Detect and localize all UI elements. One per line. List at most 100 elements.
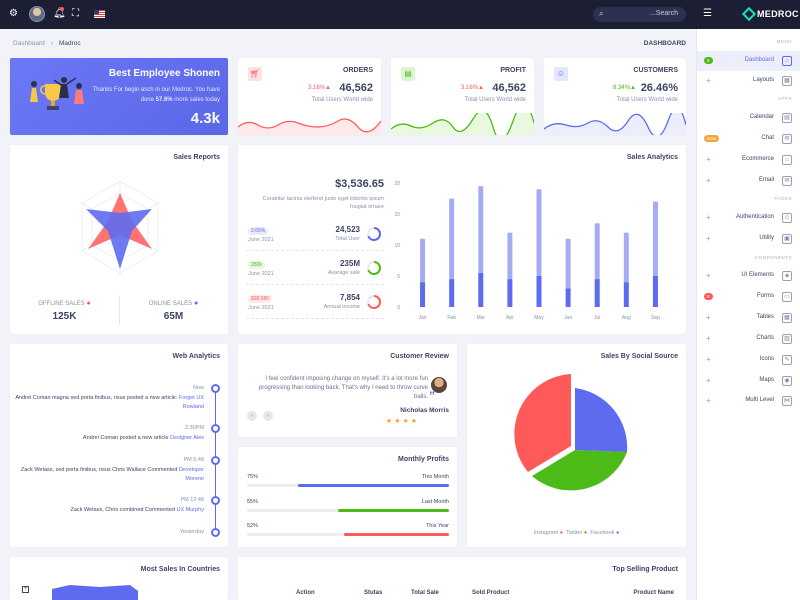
- bar-lower: [652, 276, 658, 307]
- sidebar-item-label: Tables: [756, 314, 774, 320]
- breadcrumb: Dashboard › Madroc: [13, 40, 81, 47]
- profit-percent: 75%: [247, 474, 259, 480]
- us-flag-icon[interactable]: [94, 10, 105, 18]
- sidebar-item-chat[interactable]: New Chat ✉: [697, 129, 800, 149]
- bar-lower: [565, 288, 571, 307]
- hero-description: Thanks For begin asch in our Medroc. You…: [90, 85, 220, 105]
- plus-icon: +: [706, 396, 711, 405]
- reviewer-avatar: [431, 377, 447, 393]
- sidebar-item-forms[interactable]: 6 Forms ▭: [697, 287, 800, 307]
- timeline-text: Zack Wetass, Chris combined Commented UX…: [14, 506, 204, 515]
- search-input[interactable]: ⌕ ...Search: [593, 7, 686, 22]
- sidebar-item-icons[interactable]: + Icons ✎: [697, 350, 800, 370]
- timeline-text: Andrei Coman magna sed porta finibus, ri…: [14, 394, 204, 412]
- sidebar-item-layouts[interactable]: + Layouts ▦: [697, 71, 800, 91]
- sidebar-item-email[interactable]: + Email ✉: [697, 171, 800, 191]
- x-tick-label: Aug: [622, 315, 631, 321]
- sidebar-item-label: Multi Level: [745, 397, 774, 403]
- timeline-item: PM 5:48 Zack Wetass, sed porta finibus, …: [18, 456, 220, 484]
- bell-icon[interactable]: 🔔︎: [53, 8, 66, 19]
- metric-value: 235M: [339, 259, 360, 268]
- sidebar-item-authentication[interactable]: + Authentication ☺: [697, 208, 800, 228]
- radar-chart: [81, 180, 159, 274]
- sidebar-item-label: Dashboard: [744, 57, 774, 63]
- col-status: Stutas: [364, 590, 383, 596]
- timeline-time: Now: [192, 385, 204, 391]
- menu-icon[interactable]: ☰: [703, 8, 712, 19]
- page-title: DASHBOARD: [643, 40, 686, 47]
- sidebar-item-tables[interactable]: + Tables ▦: [697, 308, 800, 328]
- home-icon: ⌂: [782, 56, 792, 66]
- timeline-link[interactable]: Designer Alex: [170, 435, 204, 441]
- col-product-name: Product Name: [633, 590, 674, 596]
- stat-percent: 8.34%▲: [613, 85, 636, 91]
- sidebar-item-dashboard[interactable]: 5 Dashboard ⌂: [697, 51, 800, 71]
- bar-lower: [449, 279, 455, 307]
- plus-icon: +: [706, 234, 711, 243]
- sidebar-item-label: Charts: [756, 335, 774, 341]
- sidebar-badge: 6: [704, 293, 713, 300]
- timeline-link[interactable]: Forget UX Rowland: [178, 395, 204, 410]
- timeline-link[interactable]: Developer Moreno: [178, 467, 204, 482]
- table-icon: ▦: [782, 313, 792, 323]
- bar-lower: [507, 279, 513, 307]
- card-title: CUSTOMERS: [633, 67, 678, 74]
- metric-label: Avarage sale: [327, 270, 360, 276]
- sidebar-item-charts[interactable]: + Charts ▥: [697, 329, 800, 349]
- profit-fill: [337, 509, 449, 512]
- sidebar-item-multi-level[interactable]: + Multi Level ⋈: [697, 391, 800, 411]
- sales-total: $3,536.65: [335, 178, 384, 190]
- customers-sparkline: [544, 113, 686, 135]
- x-tick-label: Jan: [419, 315, 427, 321]
- sidebar-item-maps[interactable]: + Maps ◉: [697, 371, 800, 391]
- gear-icon[interactable]: ⚙: [9, 8, 18, 19]
- prev-arrow-icon[interactable]: ‹: [247, 411, 257, 421]
- metric-badge: 2.65%: [248, 227, 269, 235]
- profit-row: 52% This Year: [247, 523, 449, 539]
- offline-sales-text: OFFLINE SALES: [38, 301, 85, 307]
- profit-sparkline: [391, 113, 534, 135]
- next-arrow-icon[interactable]: ›: [263, 411, 273, 421]
- hero-title: Best Employee Shonen: [108, 68, 220, 79]
- bar-lower: [623, 282, 629, 307]
- plus-icon: +: [706, 313, 711, 322]
- timeline-link[interactable]: UX Murphy: [176, 507, 204, 513]
- sidebar-item-ui-elements[interactable]: + UI Elements ◈: [697, 266, 800, 286]
- section-components: COMPONENTS: [754, 255, 792, 260]
- breadcrumb-root[interactable]: Dashboard: [13, 40, 45, 47]
- sales-metric-row: 2.65% June 2021 24,523 Total User: [246, 225, 384, 251]
- plus-icon: +: [706, 176, 711, 185]
- utility-icon: ▣: [782, 234, 792, 244]
- sidebar-item-utility[interactable]: + Utility ▣: [697, 229, 800, 249]
- metric-date: June 2021: [248, 271, 274, 277]
- profit-card: ▤ PROFIT 3.16%▲ 46,562 Total Users World…: [391, 58, 534, 135]
- profit-track: [247, 533, 449, 536]
- bar-lower: [478, 272, 484, 307]
- sidebar-item-label: Icons: [759, 356, 774, 362]
- metric-label: Total User: [335, 236, 360, 242]
- plus-icon: +: [706, 376, 711, 385]
- timeline-text-body: Andrei Coman magna sed porta finibus, ri…: [15, 395, 178, 401]
- customer-review-card: Customer Review I feel confident imposin…: [238, 344, 457, 437]
- layers-icon: ◈: [782, 271, 792, 281]
- card-title: Customer Review: [390, 353, 449, 360]
- bar-upper: [449, 198, 455, 280]
- plus-icon: +: [706, 334, 711, 343]
- y-tick-label: 10: [394, 243, 400, 249]
- feather-icon: ✎: [782, 355, 792, 365]
- fullscreen-icon[interactable]: ⛶: [72, 8, 79, 19]
- timeline-time: Yesterday: [179, 529, 204, 535]
- metric-progress-ring: [367, 227, 381, 241]
- legend-facebook: Facebook: [590, 530, 615, 536]
- hero-value: 4.3k: [190, 110, 220, 127]
- stat-percent-value: 8.34%: [613, 85, 631, 91]
- avatar[interactable]: [29, 6, 45, 22]
- map-pin-icon: ◉: [782, 376, 792, 386]
- stat-value: 46,562: [339, 82, 373, 94]
- zoom-in-icon[interactable]: +: [22, 586, 29, 593]
- profit-percent: 52%: [247, 523, 259, 529]
- x-tick-label: Jun: [564, 315, 572, 321]
- sidebar-item-calendar[interactable]: Calendar ▤: [697, 108, 800, 128]
- sidebar-item-ecommerce[interactable]: + Ecommerce ⌂: [697, 150, 800, 170]
- timeline-item: Now Andrei Coman magna sed porta finibus…: [15, 384, 220, 412]
